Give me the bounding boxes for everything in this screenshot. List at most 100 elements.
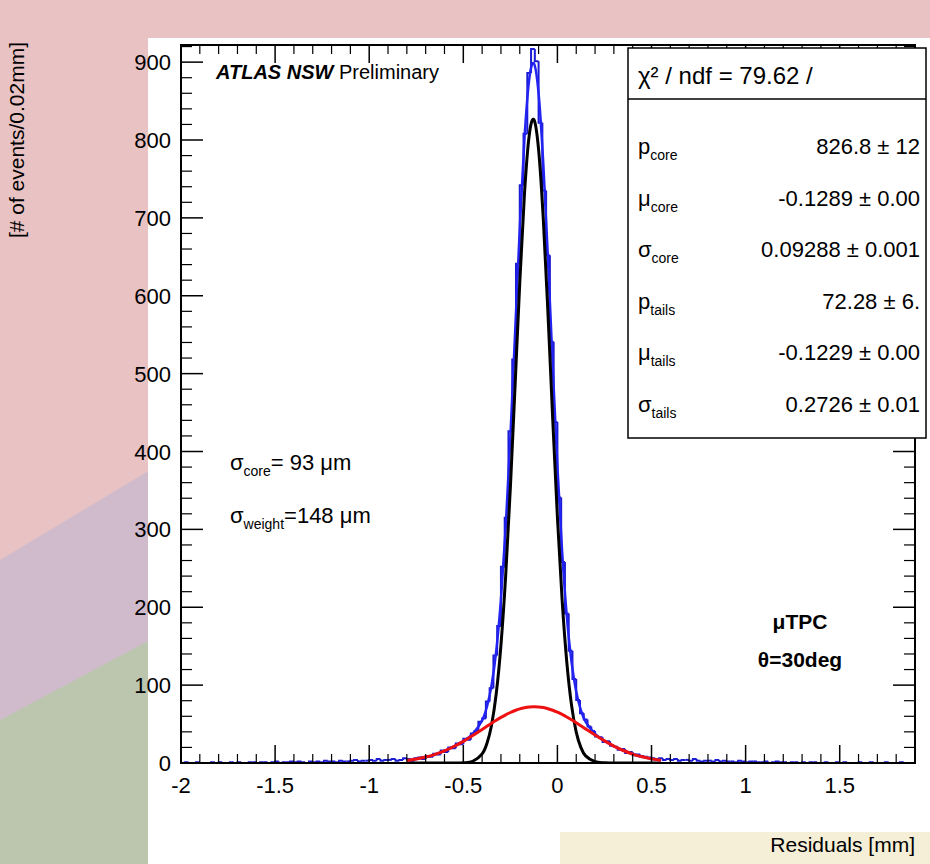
y-tick-label: 900 (134, 50, 171, 75)
annotation-text: = 93 μm (271, 450, 352, 475)
y-tick (181, 295, 203, 297)
y-tick (181, 684, 203, 686)
canvas-background (148, 38, 930, 864)
y-minor-tick (181, 544, 192, 545)
y-minor-tick (181, 716, 192, 717)
y-minor-tick (181, 186, 192, 187)
x-minor-tick (387, 754, 388, 763)
y-minor-tick (181, 560, 192, 561)
x-minor-tick (613, 754, 614, 763)
x-tick (463, 45, 465, 63)
y-minor-tick (904, 700, 915, 701)
stats-sub: core (650, 147, 677, 163)
y-tick (893, 607, 915, 609)
y-tick (181, 139, 203, 141)
histogram-bin (697, 759, 701, 761)
stats-value: 0.09288 ± 0.001 (761, 237, 920, 262)
y-minor-tick (904, 576, 915, 577)
y-minor-tick (181, 77, 192, 78)
x-minor-tick (350, 45, 351, 54)
x-tick-label: -1.5 (256, 773, 294, 798)
x-minor-tick (387, 45, 388, 54)
y-minor-tick (904, 622, 915, 623)
y-minor-tick (181, 202, 192, 203)
stats-name: μ (638, 186, 651, 211)
x-minor-tick (500, 754, 501, 763)
chart-title: ATLAS NSW Preliminary (215, 61, 439, 83)
y-tick (181, 217, 203, 219)
annotation: σcore= 93 μm (230, 450, 351, 479)
stats-value: -0.1289 ± 0.00 (778, 186, 920, 211)
x-minor-tick (482, 754, 483, 763)
x-minor-tick (237, 754, 238, 763)
stats-value: -0.1229 ± 0.00 (778, 340, 920, 365)
y-minor-tick (904, 747, 915, 748)
y-minor-tick (181, 357, 192, 358)
title-main: ATLAS NSW (215, 61, 336, 83)
x-minor-tick (783, 754, 784, 763)
x-minor-tick (218, 754, 219, 763)
y-minor-tick (181, 124, 192, 125)
y-minor-tick (181, 622, 192, 623)
y-minor-tick (904, 560, 915, 561)
slide-background (0, 0, 930, 864)
y-minor-tick (904, 669, 915, 670)
stats-row-label: ptails (638, 289, 675, 318)
stats-row-label: σtails (638, 392, 676, 421)
stats-sub: tails (651, 353, 676, 369)
y-tick-label: 600 (134, 284, 171, 309)
stats-sub: tails (650, 302, 675, 318)
stats-frame (628, 48, 926, 438)
y-minor-tick (181, 747, 192, 748)
stats-row-label: μtails (638, 340, 676, 369)
x-tick (368, 745, 370, 763)
y-minor-tick (181, 155, 192, 156)
x-minor-tick (293, 45, 294, 54)
y-minor-tick (904, 544, 915, 545)
y-minor-tick (904, 591, 915, 592)
y-minor-tick (181, 576, 192, 577)
x-minor-tick (576, 754, 577, 763)
x-minor-tick (594, 45, 595, 54)
y-minor-tick (904, 653, 915, 654)
y-minor-tick (181, 233, 192, 234)
y-tick-label: 200 (134, 595, 171, 620)
y-tick (181, 373, 203, 375)
stats-box: χ² / ndf = 79.62 /pcore826.8 ± 12μcore-0… (628, 48, 926, 438)
x-minor-tick (425, 754, 426, 763)
x-minor-tick (199, 754, 200, 763)
x-minor-tick (500, 45, 501, 54)
y-tick-label: 500 (134, 362, 171, 387)
x-tick-label: 0 (551, 773, 563, 798)
x-minor-tick (538, 45, 539, 54)
y-tick-label: 700 (134, 206, 171, 231)
x-axis-title: Residuals [mm] (770, 833, 915, 856)
y-minor-tick (181, 326, 192, 327)
y-minor-tick (181, 638, 192, 639)
x-tick (557, 745, 559, 763)
x-minor-tick (237, 45, 238, 54)
y-minor-tick (181, 466, 192, 467)
x-minor-tick (689, 754, 690, 763)
stats-row-label: pcore (638, 134, 678, 163)
y-minor-tick (181, 435, 192, 436)
y-minor-tick (904, 482, 915, 483)
x-minor-tick (858, 754, 859, 763)
y-minor-tick (181, 93, 192, 94)
y-minor-tick (181, 108, 192, 109)
y-tick (181, 762, 203, 764)
x-minor-tick (707, 754, 708, 763)
stats-value: 826.8 ± 12 (816, 134, 920, 159)
x-minor-tick (820, 754, 821, 763)
x-minor-tick (199, 45, 200, 54)
x-tick (651, 745, 653, 763)
x-minor-tick (670, 754, 671, 763)
annotation-text: =148 μm (284, 503, 371, 528)
x-tick (180, 45, 182, 63)
y-tick-label: 0 (159, 751, 171, 776)
y-tick-label: 400 (134, 440, 171, 465)
stats-sub: core (651, 199, 678, 215)
x-minor-tick (218, 45, 219, 54)
x-minor-tick (538, 754, 539, 763)
histogram-bin (682, 759, 686, 762)
